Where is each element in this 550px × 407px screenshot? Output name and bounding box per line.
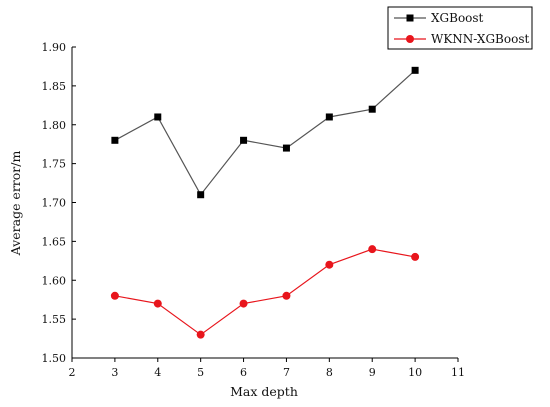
data-point-wknn-xgboost bbox=[368, 245, 377, 254]
x-tick-label: 11 bbox=[451, 366, 465, 379]
y-tick-label: 1.90 bbox=[42, 41, 67, 54]
x-tick-label: 2 bbox=[69, 366, 76, 379]
legend-marker-wknn-xgboost bbox=[406, 35, 414, 43]
data-point-xgboost bbox=[325, 113, 333, 121]
x-tick-label: 6 bbox=[240, 366, 247, 379]
data-point-xgboost bbox=[197, 191, 205, 199]
series-line-wknn-xgboost bbox=[114, 248, 416, 336]
x-tick-label: 3 bbox=[111, 366, 118, 379]
y-tick-label: 1.65 bbox=[42, 235, 67, 248]
series-layer bbox=[110, 66, 420, 339]
x-tick-label: 7 bbox=[283, 366, 290, 379]
x-tick-label: 4 bbox=[154, 366, 161, 379]
y-tick-label: 1.80 bbox=[42, 119, 67, 132]
x-axis-ticks: 2 3 4 5 6 7 8 9 10 11 bbox=[69, 358, 465, 379]
y-tick-label: 1.85 bbox=[42, 80, 67, 93]
legend: XGBoost WKNN-XGBoost bbox=[387, 6, 533, 50]
y-tick-label: 1.70 bbox=[42, 197, 67, 210]
data-point-wknn-xgboost bbox=[196, 330, 205, 339]
y-axis-title: Average error/m bbox=[8, 151, 23, 257]
y-tick-label: 1.75 bbox=[42, 158, 67, 171]
data-point-xgboost bbox=[368, 105, 376, 113]
data-point-wknn-xgboost bbox=[153, 299, 162, 308]
legend-label-xgboost: XGBoost bbox=[431, 11, 484, 25]
legend-label-wknn-xgboost: WKNN-XGBoost bbox=[431, 32, 529, 46]
x-tick-label: 8 bbox=[326, 366, 333, 379]
x-tick-label: 9 bbox=[369, 366, 376, 379]
x-tick-label: 5 bbox=[197, 366, 204, 379]
y-tick-label: 1.60 bbox=[42, 274, 67, 287]
y-axis-ticks: 1.50 1.55 1.60 1.65 1.70 1.75 1.80 1.85 1.90 bbox=[42, 41, 76, 365]
axes bbox=[71, 47, 458, 359]
data-point-wknn-xgboost bbox=[411, 252, 420, 261]
data-point-xgboost bbox=[282, 144, 290, 152]
x-axis-title: Max depth bbox=[230, 384, 298, 399]
y-tick-label: 1.50 bbox=[42, 352, 67, 365]
data-point-xgboost bbox=[111, 136, 119, 144]
data-point-wknn-xgboost bbox=[239, 299, 248, 308]
data-point-xgboost bbox=[240, 136, 248, 144]
x-tick-label: 10 bbox=[408, 366, 422, 379]
data-point-wknn-xgboost bbox=[325, 260, 334, 269]
data-point-xgboost bbox=[411, 66, 419, 74]
data-point-wknn-xgboost bbox=[282, 291, 291, 300]
data-point-xgboost bbox=[154, 113, 162, 121]
data-point-wknn-xgboost bbox=[110, 291, 119, 300]
series-line-xgboost bbox=[114, 69, 416, 196]
legend-marker-xgboost bbox=[406, 14, 414, 22]
y-tick-label: 1.55 bbox=[42, 313, 67, 326]
